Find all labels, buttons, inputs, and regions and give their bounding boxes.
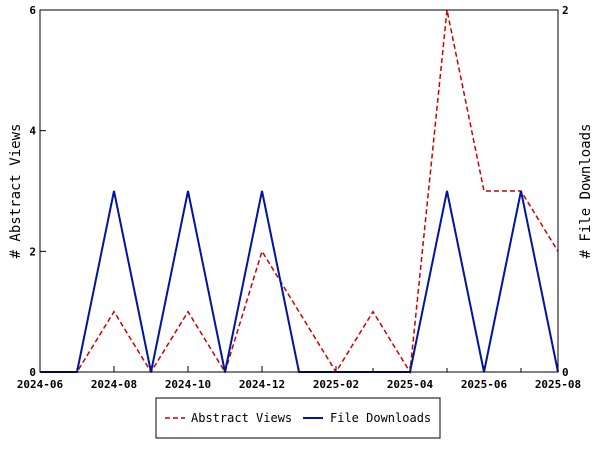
tick-labels-layer: 2024-06 2024-08 2024-10 2024-12 2025-02 2025-… (17, 4, 581, 391)
series-line-abstract-views (40, 9, 559, 375)
y-left-tick-label: 0 (29, 366, 36, 379)
legend-label-file-downloads: File Downloads (330, 411, 431, 425)
legend-box (155, 397, 441, 439)
series-line-file-downloads (40, 190, 559, 373)
x-tick-label: 2025-08 (535, 378, 581, 391)
series-layer (40, 9, 559, 375)
x-tick-label: 2024-08 (91, 378, 137, 391)
legend: Abstract Views File Downloads (155, 397, 441, 439)
y-right-tick-label: 2 (562, 4, 569, 17)
x-tick-label: 2024-10 (165, 378, 211, 391)
legend-label-abstract-views: Abstract Views (191, 411, 292, 425)
plot-frame (39, 9, 559, 373)
left-axis-title: # Abstract Views (8, 124, 24, 259)
y-left-tick-label: 4 (29, 125, 36, 138)
y-left-tick-label: 6 (29, 4, 36, 17)
x-tick-label: 2024-06 (17, 378, 64, 391)
x-tick-label: 2025-06 (461, 378, 508, 391)
y-right-tick-label: 0 (562, 366, 569, 379)
x-tick-label: 2025-02 (313, 378, 359, 391)
x-tick-label: 2024-12 (239, 378, 285, 391)
x-tick-label: 2025-04 (387, 378, 434, 391)
right-axis-title: # File Downloads (578, 124, 594, 259)
y-left-tick-label: 2 (29, 245, 36, 258)
